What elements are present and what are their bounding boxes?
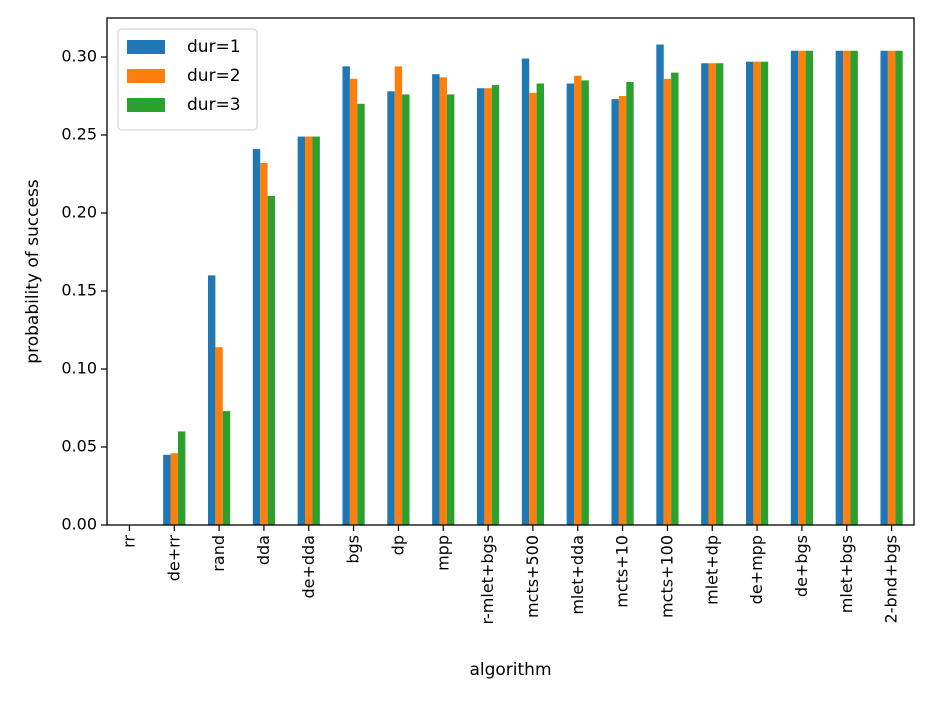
y-tick-label: 0.30 xyxy=(61,47,97,66)
bar-dur1-dp xyxy=(387,91,395,525)
legend-swatch-dur3 xyxy=(127,98,165,112)
bar-dur1-de+mpp xyxy=(745,61,754,526)
bar-dur2-dda xyxy=(260,163,268,525)
bar-dur1-mlet+dp xyxy=(701,63,709,526)
legend-label-dur2: dur=2 xyxy=(187,66,241,86)
x-tick-label: bgs xyxy=(344,535,363,564)
plot-frame xyxy=(106,17,915,526)
bar-dur1-mcts+500 xyxy=(521,58,530,526)
bar-dur3-mlet+dp xyxy=(715,63,724,526)
bar-dur2-mcts+100 xyxy=(663,78,672,525)
bar-dur1-bgs xyxy=(342,66,350,526)
bar-dur1-de+dda xyxy=(297,136,306,525)
bar-dur3-de+rr xyxy=(177,431,186,525)
legend-label-dur1: dur=1 xyxy=(187,37,241,57)
y-tick-label: 0.10 xyxy=(61,359,97,378)
bar-dur3-bgs xyxy=(357,103,365,526)
bar-dur3-r-mlet+bgs xyxy=(491,85,500,525)
x-tick-label: mcts+100 xyxy=(657,535,676,618)
bar-dur1-dda xyxy=(252,149,261,526)
bar-dur3-dda xyxy=(267,195,276,525)
bar-dur1-mcts+10 xyxy=(611,99,619,526)
bar-dur1-r-mlet+bgs xyxy=(476,88,485,525)
x-tick-label: mlet+dda xyxy=(568,535,587,615)
y-tick-label: 0.05 xyxy=(61,437,97,456)
bar-dur1-mlet+bgs xyxy=(835,50,844,525)
x-tick-label: rr xyxy=(119,535,138,548)
bar-dur1-mlet+dda xyxy=(566,83,575,526)
bar-dur2-de+dda xyxy=(305,136,313,525)
bars-group xyxy=(163,44,903,526)
bar-dur2-2-bnd+bgs xyxy=(887,50,896,525)
bar-dur1-rand xyxy=(207,275,216,525)
bar-dur3-dp xyxy=(402,94,410,525)
x-axis-label: algorithm xyxy=(469,660,551,680)
legend-label-dur3: dur=3 xyxy=(187,95,241,115)
y-axis-label: probability of success xyxy=(23,179,43,364)
bar-dur3-mlet+dda xyxy=(581,80,589,526)
x-tick-label: dda xyxy=(254,535,273,565)
bar-dur3-2-bnd+bgs xyxy=(895,50,903,525)
x-tick-label: mcts+10 xyxy=(613,535,632,608)
bar-dur2-de+mpp xyxy=(753,61,761,526)
x-tick-label: de+dda xyxy=(299,535,318,599)
bar-dur2-mlet+dp xyxy=(708,63,716,526)
bar-dur2-mlet+dda xyxy=(574,75,582,525)
bar-dur2-mpp xyxy=(439,77,447,525)
x-tick-label: r-mlet+bgs xyxy=(478,535,497,625)
bar-dur1-2-bnd+bgs xyxy=(880,50,888,525)
bar-dur3-rand xyxy=(222,411,231,525)
bar-dur1-de+bgs xyxy=(790,50,799,525)
bar-dur1-mcts+100 xyxy=(656,44,664,526)
bar-dur3-mpp xyxy=(446,94,455,525)
x-tick-label: mpp xyxy=(433,535,452,571)
legend: dur=1 dur=2 dur=3 xyxy=(117,28,258,131)
bar-dur2-mcts+10 xyxy=(618,96,627,525)
bar-dur3-mcts+500 xyxy=(536,83,545,526)
x-tick-label: de+bgs xyxy=(792,535,811,597)
bar-dur3-de+bgs xyxy=(805,50,814,525)
x-tick-label: 2-bnd+bgs xyxy=(882,535,901,623)
bar-dur3-mlet+bgs xyxy=(850,50,858,525)
bar-dur2-de+rr xyxy=(170,453,178,525)
bar-dur2-bgs xyxy=(349,78,358,525)
x-tick-label: mlet+bgs xyxy=(837,535,856,613)
y-tick-label: 0.00 xyxy=(61,515,97,534)
bar-dur3-de+mpp xyxy=(760,61,769,526)
bar-dur2-rand xyxy=(215,347,223,525)
bar-dur3-mcts+10 xyxy=(626,81,634,526)
x-tick-label: de+mpp xyxy=(747,535,766,604)
x-tick-label: mcts+500 xyxy=(523,535,542,618)
x-axis: rr de+rr rand dda de+dda bgs dp mpp r-mlet+bgs mc… xyxy=(119,525,901,625)
bar-dur2-mcts+500 xyxy=(529,92,537,525)
legend-swatch-dur1 xyxy=(127,40,165,54)
bar-dur2-de+bgs xyxy=(798,50,806,525)
bar-dur1-mpp xyxy=(432,74,440,525)
legend-swatch-dur2 xyxy=(127,69,165,83)
x-tick-label: mlet+dp xyxy=(702,535,721,605)
y-tick-label: 0.20 xyxy=(61,203,97,222)
bar-dur3-mcts+100 xyxy=(671,72,679,525)
bar-dur3-de+dda xyxy=(312,136,320,525)
bar-dur2-mlet+bgs xyxy=(843,50,851,525)
bar-dur2-r-mlet+bgs xyxy=(484,88,492,525)
bar-dur1-de+rr xyxy=(163,454,171,525)
y-tick-label: 0.25 xyxy=(61,125,97,144)
y-tick-label: 0.15 xyxy=(61,281,97,300)
bar-dur2-dp xyxy=(394,66,403,526)
y-axis: 0.00 0.05 0.10 0.15 0.20 0.25 0.30 xyxy=(61,47,107,534)
x-tick-label: dp xyxy=(388,535,407,555)
x-tick-label: rand xyxy=(209,535,228,572)
x-tick-label: de+rr xyxy=(164,535,183,582)
